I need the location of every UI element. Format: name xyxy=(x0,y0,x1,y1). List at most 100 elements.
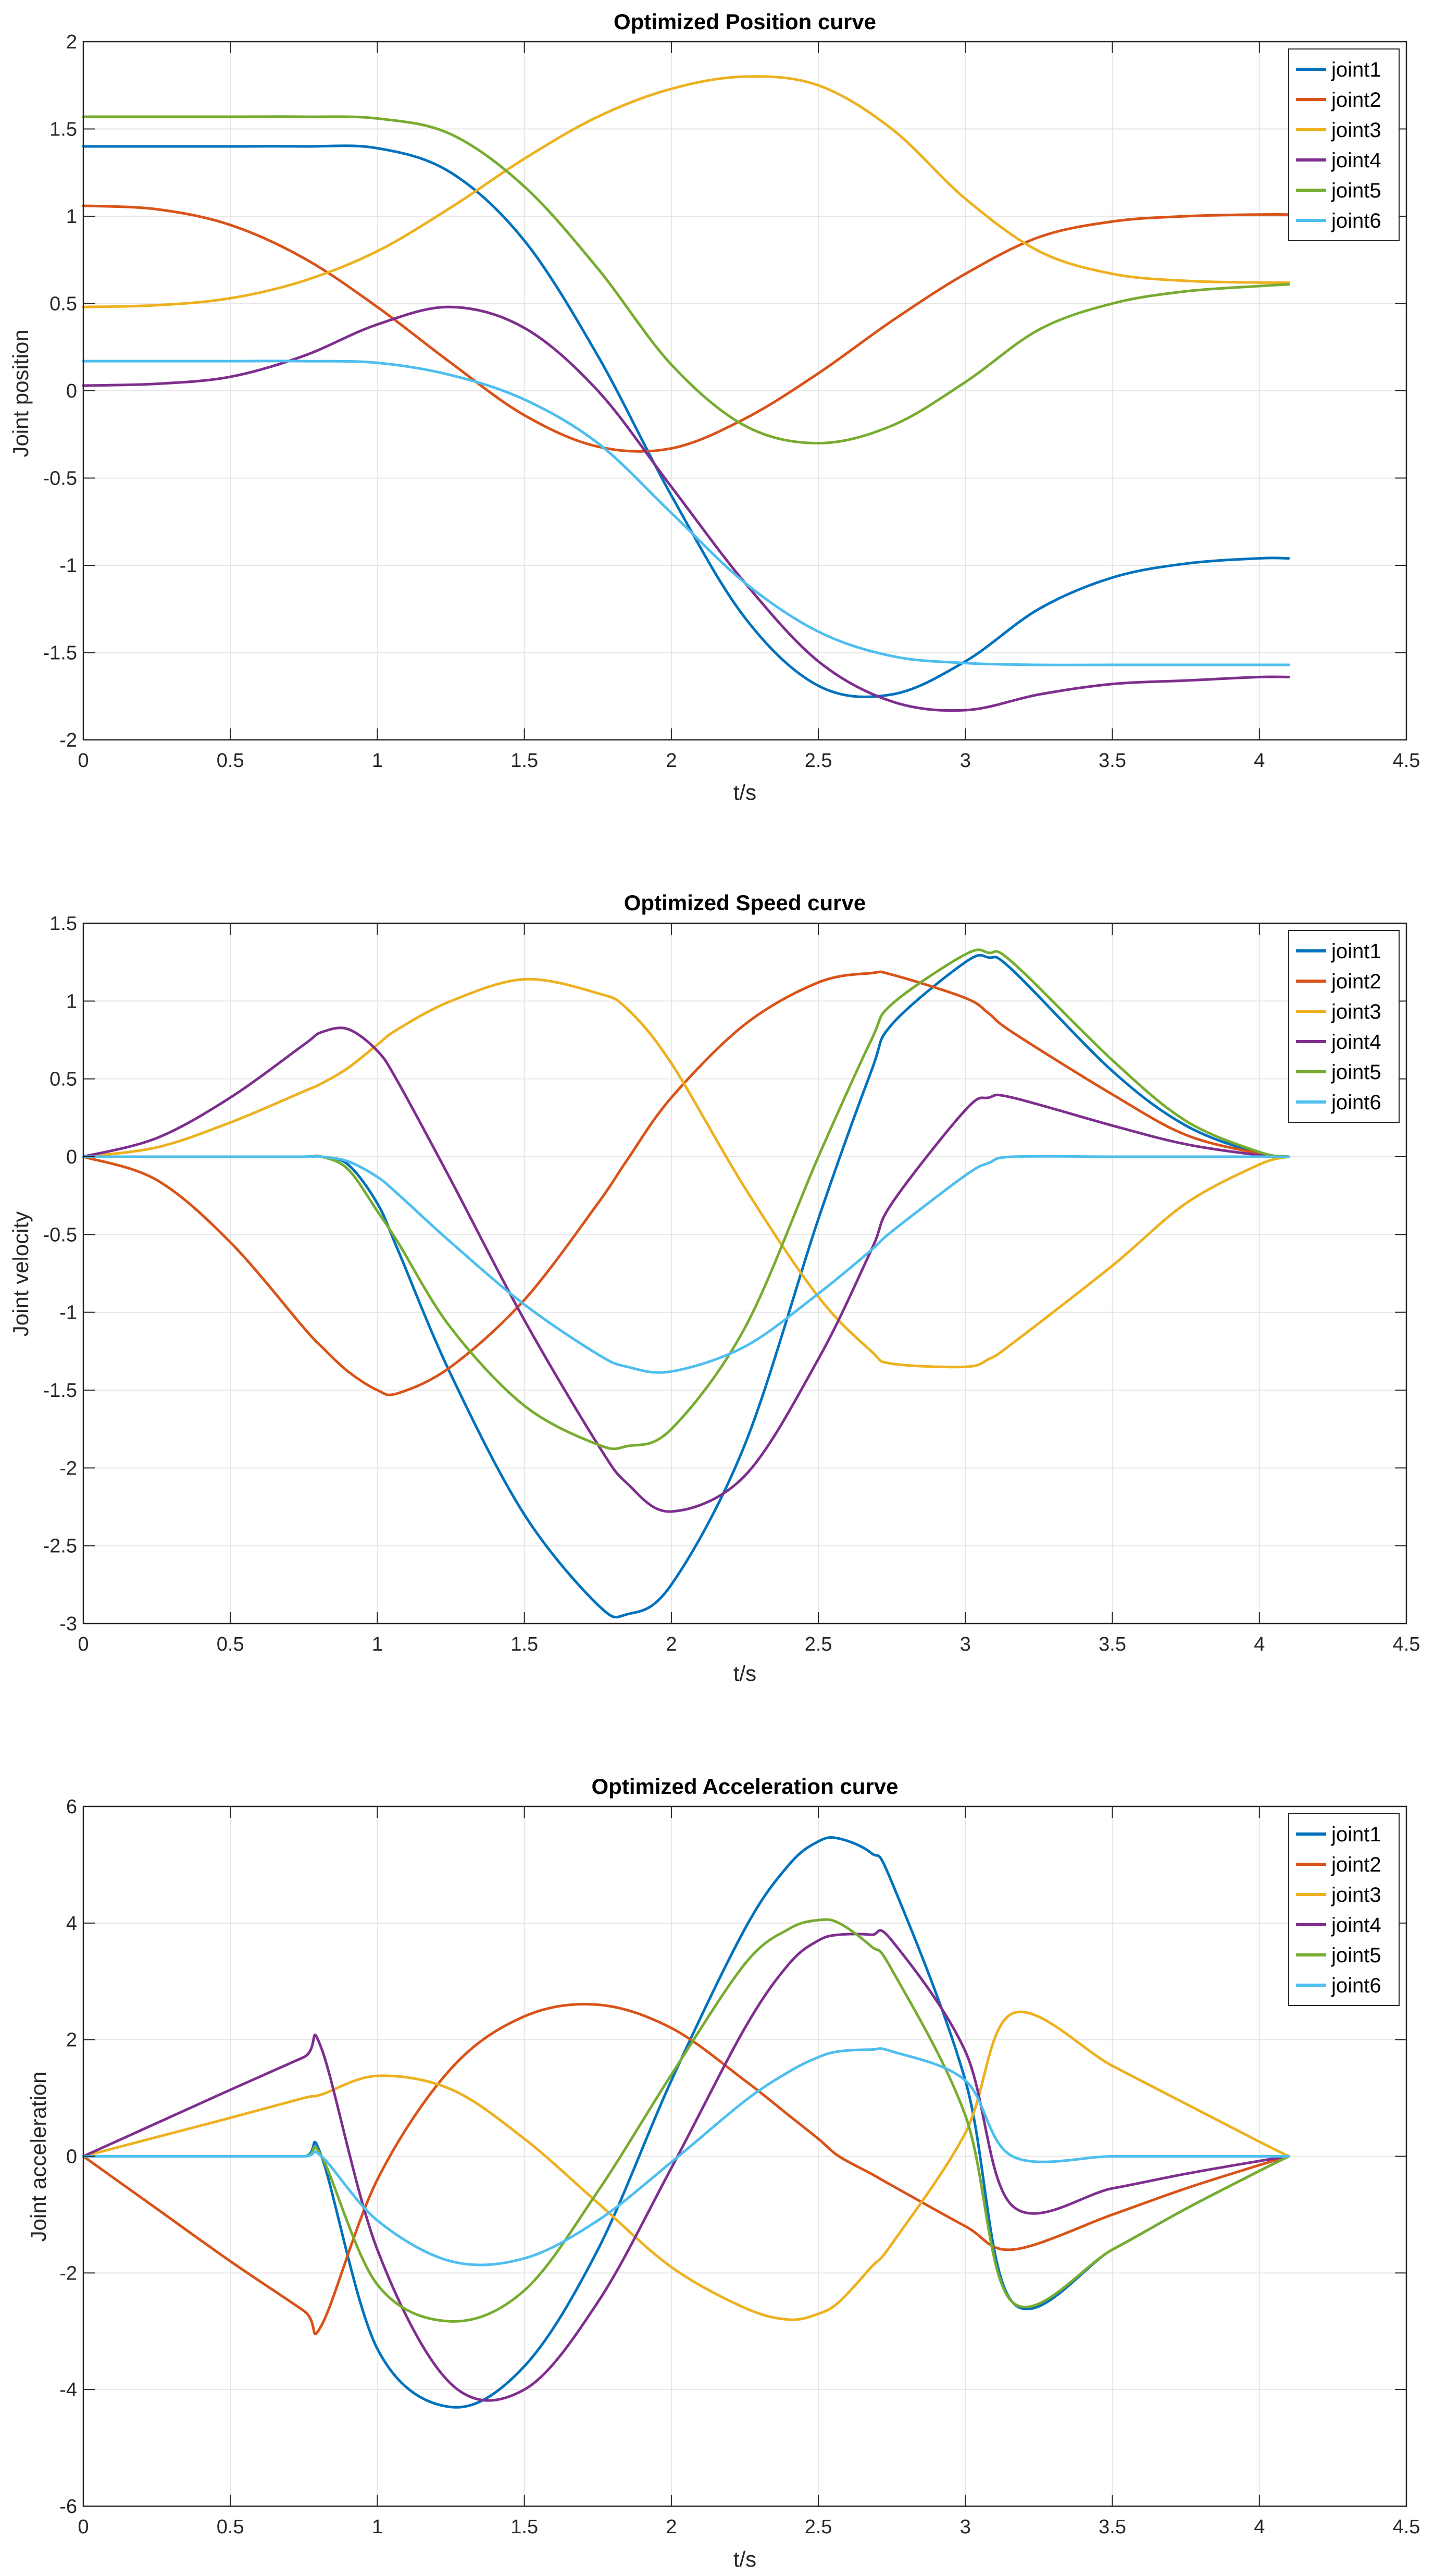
speed-chart-plot-area xyxy=(83,923,1406,1624)
acceleration-chart-legend-label-joint3: joint3 xyxy=(1331,1884,1381,1906)
speed-chart-xtick-label: 0 xyxy=(78,1633,89,1655)
position-chart-xtick-label: 4 xyxy=(1254,750,1265,772)
position-chart: Optimized Position curve Joint position … xyxy=(8,9,1420,804)
acceleration-chart-legend-label-joint4: joint4 xyxy=(1331,1914,1381,1937)
speed-chart-xtick-label: 1 xyxy=(372,1633,383,1655)
position-chart-xtick-label: 3 xyxy=(960,750,971,772)
speed-chart-ytick-label: -2 xyxy=(59,1457,77,1479)
speed-chart-series-joint2 xyxy=(82,970,1290,1396)
position-chart-xtick-label: 4.5 xyxy=(1393,750,1420,772)
speed-chart-legend: joint1 joint2 joint3 joint4 joint5 joint6 xyxy=(1288,930,1400,1123)
position-chart-xtick-label: 1.5 xyxy=(510,750,538,772)
position-chart-series-joint2 xyxy=(82,204,1290,453)
speed-chart-xtick-label: 2.5 xyxy=(805,1633,832,1655)
acceleration-chart-series-joint5 xyxy=(82,1918,1290,2323)
speed-chart-ylabel: Joint velocity xyxy=(8,1211,33,1336)
position-chart-xtick-label: 0.5 xyxy=(217,750,244,772)
position-chart-ytick-label: 1 xyxy=(66,206,77,228)
speed-chart-xtick-label: 0.5 xyxy=(217,1633,244,1655)
acceleration-chart-ytick-label: 2 xyxy=(66,2029,77,2051)
speed-chart-ytick-label: -1.5 xyxy=(43,1380,77,1402)
acceleration-chart-xtick-label: 3 xyxy=(960,2516,971,2538)
acceleration-chart-legend-box xyxy=(1288,1813,1400,2006)
speed-chart-legend-box xyxy=(1288,930,1400,1123)
position-chart-xtick-label: 3.5 xyxy=(1099,750,1126,772)
speed-chart-series-joint3 xyxy=(82,977,1290,1369)
acceleration-chart-xtick-label: 1.5 xyxy=(510,2516,538,2538)
acceleration-chart-ytick-label: -2 xyxy=(59,2262,77,2284)
speed-chart-ytick-label: -3 xyxy=(59,1613,77,1635)
speed-chart-legend-label-joint2: joint2 xyxy=(1331,970,1381,993)
speed-chart-xlabel: t/s xyxy=(733,1661,756,1686)
acceleration-chart-xtick-label: 2.5 xyxy=(805,2516,832,2538)
acceleration-chart-ytick-label: 0 xyxy=(66,2146,77,2168)
acceleration-chart-ytick-label: -4 xyxy=(59,2379,77,2401)
position-chart-ytick-label: -2 xyxy=(59,729,77,751)
acceleration-chart-legend-label-joint6: joint6 xyxy=(1331,1974,1381,1997)
acceleration-chart-xtick-label: 3.5 xyxy=(1099,2516,1126,2538)
position-chart-series-joint4 xyxy=(82,305,1290,712)
acceleration-chart-legend-label-joint1: joint1 xyxy=(1331,1823,1381,1846)
position-chart-xlabel: t/s xyxy=(733,780,756,804)
speed-chart-ytick-label: 0 xyxy=(66,1146,77,1168)
acceleration-chart-series-joint3 xyxy=(82,2010,1290,2321)
acceleration-chart-xtick-label: 4 xyxy=(1254,2516,1265,2538)
position-chart-series-joint5 xyxy=(82,115,1290,444)
acceleration-chart-xtick-label: 0 xyxy=(78,2516,89,2538)
position-chart-legend-box xyxy=(1288,48,1400,241)
speed-chart-xtick-label: 3 xyxy=(960,1633,971,1655)
speed-chart-legend-label-joint1: joint1 xyxy=(1331,940,1381,963)
speed-chart-legend-label-joint4: joint4 xyxy=(1331,1031,1381,1054)
acceleration-chart-ytick-label: -6 xyxy=(59,2496,77,2518)
position-chart-xtick-label: 2 xyxy=(666,750,677,772)
speed-chart-ytick-label: -1 xyxy=(59,1302,77,1324)
position-chart-ytick-label: 0 xyxy=(66,380,77,402)
position-chart-legend-label-joint3: joint3 xyxy=(1331,119,1381,142)
position-chart-xtick-label: 1 xyxy=(372,750,383,772)
speed-chart-legend-label-joint6: joint6 xyxy=(1331,1091,1381,1114)
position-chart-ytick-label: 1.5 xyxy=(49,119,77,141)
speed-chart-xtick-label: 4 xyxy=(1254,1633,1265,1655)
position-chart-xtick-label: 0 xyxy=(78,750,89,772)
speed-chart-xtick-label: 3.5 xyxy=(1099,1633,1126,1655)
position-chart-ytick-label: -0.5 xyxy=(43,468,77,490)
acceleration-chart-legend: joint1 joint2 joint3 joint4 joint5 joint6 xyxy=(1288,1813,1400,2006)
acceleration-chart-series-joint6 xyxy=(82,2047,1290,2267)
acceleration-chart-series-joint4 xyxy=(82,1929,1290,2402)
acceleration-chart-ytick-label: 6 xyxy=(66,1796,77,1818)
acceleration-chart-xtick-label: 2 xyxy=(666,2516,677,2538)
position-chart-ytick-label: -1 xyxy=(59,555,77,577)
acceleration-chart-xtick-label: 1 xyxy=(372,2516,383,2538)
speed-chart-xtick-label: 2 xyxy=(666,1633,677,1655)
speed-chart-legend-label-joint5: joint5 xyxy=(1331,1061,1381,1084)
acceleration-chart-xlabel: t/s xyxy=(733,2547,756,2571)
acceleration-chart-series-joint2 xyxy=(82,2002,1290,2335)
position-chart-legend-label-joint5: joint5 xyxy=(1331,179,1381,202)
acceleration-chart: Optimized Acceleration curve Joint accel… xyxy=(26,1774,1420,2571)
position-chart-ylabel: Joint position xyxy=(8,329,33,457)
acceleration-chart-xtick-label: 0.5 xyxy=(217,2516,244,2538)
position-chart-title: Optimized Position curve xyxy=(614,9,876,34)
position-chart-series-joint6 xyxy=(82,360,1290,666)
position-chart-legend: joint1 joint2 joint3 joint4 joint5 joint6 xyxy=(1288,48,1400,241)
acceleration-chart-ylabel: Joint acceleration xyxy=(26,2072,51,2242)
position-chart-xtick-label: 2.5 xyxy=(805,750,832,772)
acceleration-chart-ytick-label: 4 xyxy=(66,1913,77,1935)
speed-chart-ytick-label: 1 xyxy=(66,990,77,1012)
position-chart-series-joint3 xyxy=(82,75,1290,308)
speed-chart-ytick-label: 0.5 xyxy=(49,1069,77,1091)
speed-chart-legend-label-joint3: joint3 xyxy=(1331,1000,1381,1023)
position-chart-legend-label-joint1: joint1 xyxy=(1331,58,1381,81)
speed-chart-xtick-label: 1.5 xyxy=(510,1633,538,1655)
speed-chart-ytick-label: -0.5 xyxy=(43,1224,77,1246)
speed-chart-title: Optimized Speed curve xyxy=(624,890,866,915)
position-chart-ytick-label: 0.5 xyxy=(49,293,77,315)
speed-chart-ytick-label: -2.5 xyxy=(43,1535,77,1557)
acceleration-chart-title: Optimized Acceleration curve xyxy=(592,1774,899,1799)
acceleration-chart-legend-label-joint2: joint2 xyxy=(1331,1853,1381,1876)
speed-chart: Optimized Speed curve Joint velocity t/s… xyxy=(8,890,1420,1686)
position-chart-ytick-label: -1.5 xyxy=(43,642,77,664)
position-chart-legend-label-joint4: joint4 xyxy=(1331,149,1381,172)
speed-chart-series-joint6 xyxy=(82,1155,1290,1374)
